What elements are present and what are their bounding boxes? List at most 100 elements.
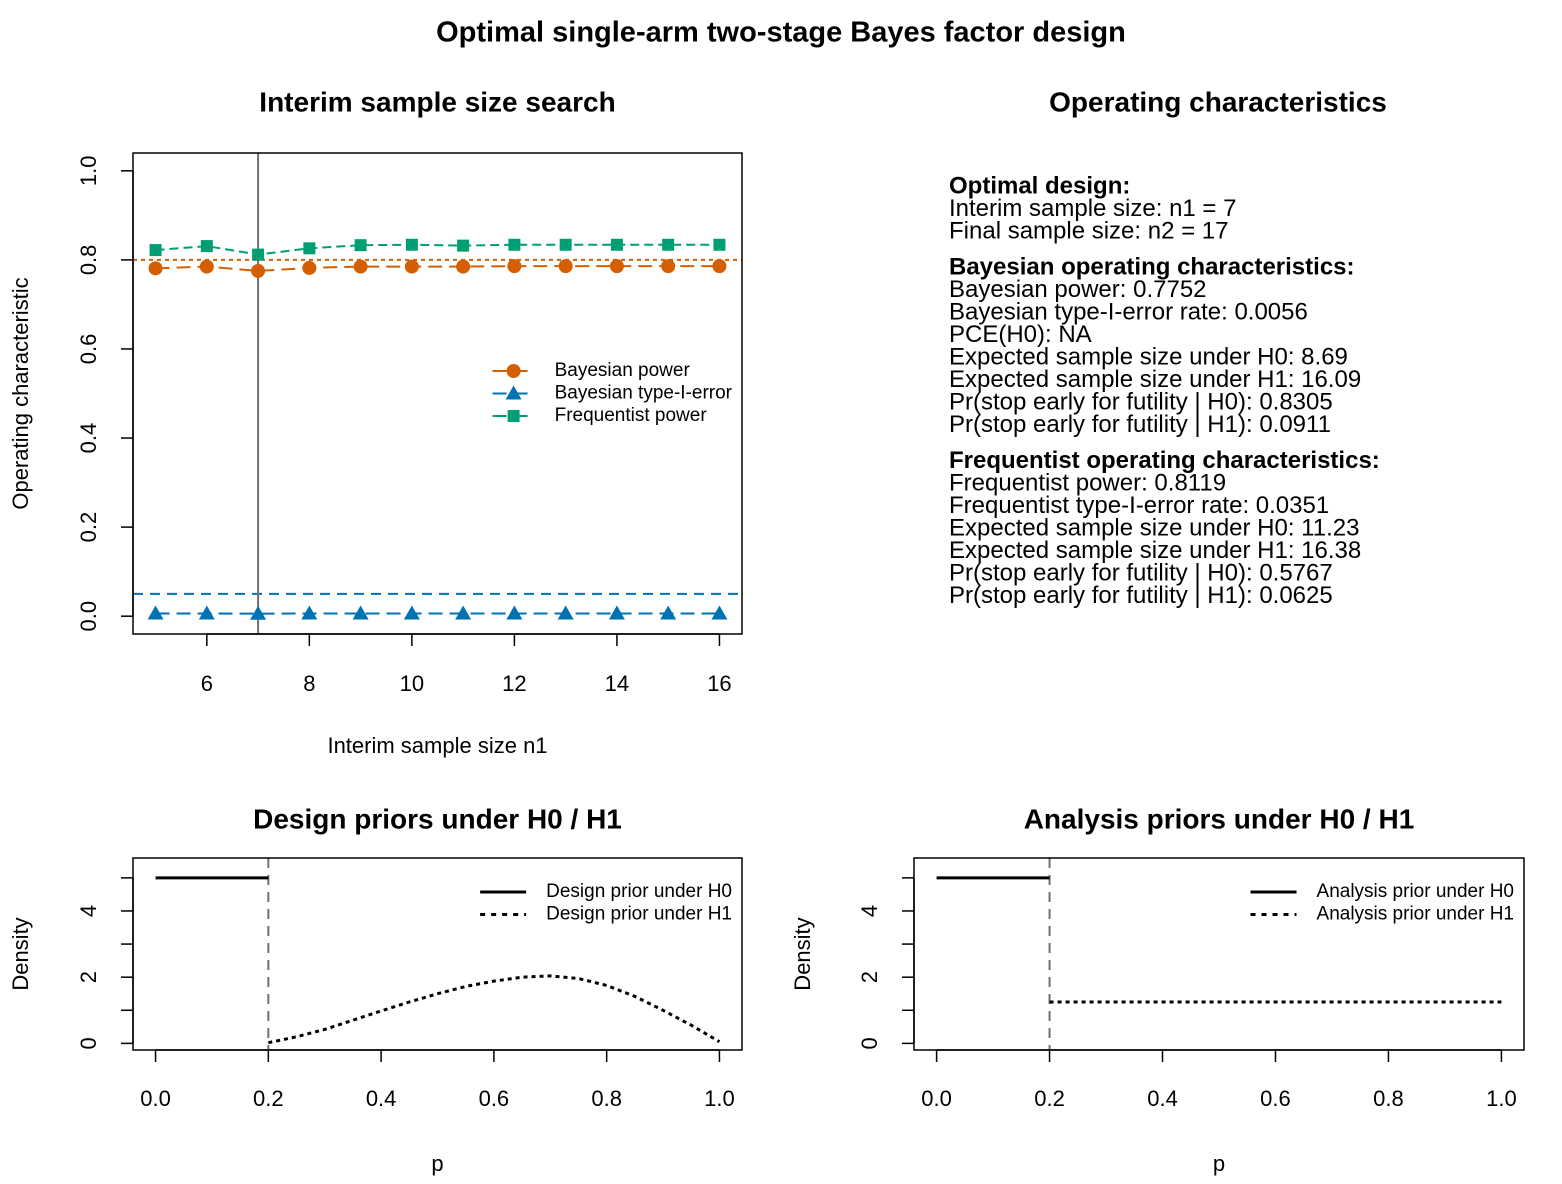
section-line: Frequentist power: 0.8119 xyxy=(949,469,1226,496)
marker xyxy=(713,238,726,251)
marker xyxy=(405,238,418,251)
marker xyxy=(148,261,163,276)
marker xyxy=(455,605,472,620)
marker xyxy=(609,259,624,274)
marker xyxy=(508,238,521,251)
marker xyxy=(660,605,677,620)
x-tick-label: 16 xyxy=(707,671,731,696)
x-tick-label: 10 xyxy=(400,671,424,696)
section-line: Expected sample size under H1: 16.09 xyxy=(949,366,1361,393)
x-tick-label: 8 xyxy=(303,671,315,696)
plot-frame xyxy=(913,857,1525,1051)
y-tick-label: 2 xyxy=(857,971,882,983)
legend-label: Bayesian power xyxy=(555,360,691,381)
x-tick-label: 1.0 xyxy=(1486,1086,1517,1111)
marker xyxy=(354,239,367,252)
marker xyxy=(608,605,625,620)
x-tick-label: 0.6 xyxy=(1260,1086,1291,1111)
legend-label: Bayesian type-I-error xyxy=(555,383,733,404)
legend-label: Analysis prior under H0 xyxy=(1317,881,1514,902)
marker xyxy=(505,385,522,400)
marker xyxy=(403,605,420,620)
y-tick-label: 4 xyxy=(857,905,882,917)
marker xyxy=(506,364,521,378)
section-heading: Optimal design: xyxy=(949,172,1130,199)
y-tick-label: 1.0 xyxy=(76,156,101,187)
x-tick-label: 0.2 xyxy=(253,1086,284,1111)
y-tick-label: 2 xyxy=(76,971,101,983)
marker xyxy=(303,242,316,255)
series-line xyxy=(268,974,721,1045)
x-axis-label: p xyxy=(431,1151,443,1176)
section-line: Interim sample size: n1 = 7 xyxy=(949,195,1236,222)
marker xyxy=(507,259,522,274)
marker xyxy=(302,260,317,275)
plot-frame xyxy=(132,152,743,635)
marker xyxy=(456,259,471,274)
marker xyxy=(662,238,675,251)
marker xyxy=(250,605,267,620)
x-axis-label: p xyxy=(1213,1151,1225,1176)
panel-title: Design priors under H0 / H1 xyxy=(253,803,622,834)
y-tick-label: 0.0 xyxy=(76,601,101,632)
series-line xyxy=(155,265,720,272)
x-tick-label: 1.0 xyxy=(704,1086,735,1111)
marker xyxy=(557,605,574,620)
legend-label: Design prior under H1 xyxy=(546,904,732,925)
y-tick-label: 0.8 xyxy=(76,245,101,276)
marker xyxy=(506,605,523,620)
x-tick-label: 0.4 xyxy=(366,1086,397,1111)
y-axis-label: Density xyxy=(8,917,33,990)
marker xyxy=(353,259,368,274)
section-line: Bayesian type-I-error rate: 0.0056 xyxy=(949,298,1308,325)
marker xyxy=(404,259,419,274)
section-line: Final sample size: n2 = 17 xyxy=(949,217,1228,244)
section-line: Pr(stop early for futility | H0): 0.8305 xyxy=(949,388,1333,415)
marker xyxy=(198,605,215,620)
x-tick-label: 14 xyxy=(605,671,629,696)
plot-frame xyxy=(132,857,743,1051)
legend-label: Design prior under H0 xyxy=(546,881,732,902)
section-line: PCE(H0): NA xyxy=(949,321,1092,348)
x-tick-label: 0.4 xyxy=(1147,1086,1178,1111)
y-tick-label: 0.4 xyxy=(76,423,101,454)
section-line: Frequentist type-I-error rate: 0.0351 xyxy=(949,492,1329,519)
y-tick-label: 0.6 xyxy=(76,334,101,365)
marker xyxy=(661,259,676,274)
marker xyxy=(559,238,572,251)
marker xyxy=(252,248,265,261)
marker xyxy=(352,605,369,620)
section-heading: Frequentist operating characteristics: xyxy=(949,447,1380,474)
main-title: Optimal single-arm two-stage Bayes facto… xyxy=(436,17,1126,49)
marker xyxy=(711,605,728,620)
x-tick-label: 0.8 xyxy=(591,1086,622,1111)
panel-title: Analysis priors under H0 / H1 xyxy=(1024,803,1415,834)
marker xyxy=(200,240,213,253)
marker xyxy=(457,239,470,252)
section-line: Pr(stop early for futility | H1): 0.0911 xyxy=(949,411,1331,438)
x-axis-label: Interim sample size n1 xyxy=(327,733,547,758)
x-tick-label: 6 xyxy=(201,671,213,696)
x-tick-label: 0.0 xyxy=(140,1086,171,1111)
series-line xyxy=(155,243,720,256)
marker xyxy=(301,605,318,620)
x-tick-label: 12 xyxy=(502,671,526,696)
marker xyxy=(149,244,162,257)
section-line: Bayesian power: 0.7752 xyxy=(949,276,1207,303)
marker xyxy=(147,605,164,620)
section-line: Pr(stop early for futility | H1): 0.0625 xyxy=(949,582,1333,609)
y-axis-label: Operating characteristic xyxy=(8,277,33,509)
y-tick-label: 0 xyxy=(76,1037,101,1049)
panel-title: Interim sample size search xyxy=(259,86,615,117)
marker xyxy=(251,263,266,278)
section-heading: Bayesian operating characteristics: xyxy=(949,253,1355,280)
x-tick-label: 0.6 xyxy=(479,1086,510,1111)
y-tick-label: 0 xyxy=(857,1037,882,1049)
x-tick-label: 0.0 xyxy=(921,1086,952,1111)
x-tick-label: 0.8 xyxy=(1373,1086,1404,1111)
marker xyxy=(610,238,623,251)
marker xyxy=(712,259,727,274)
marker xyxy=(199,259,214,274)
panel-title: Operating characteristics xyxy=(1049,86,1387,117)
